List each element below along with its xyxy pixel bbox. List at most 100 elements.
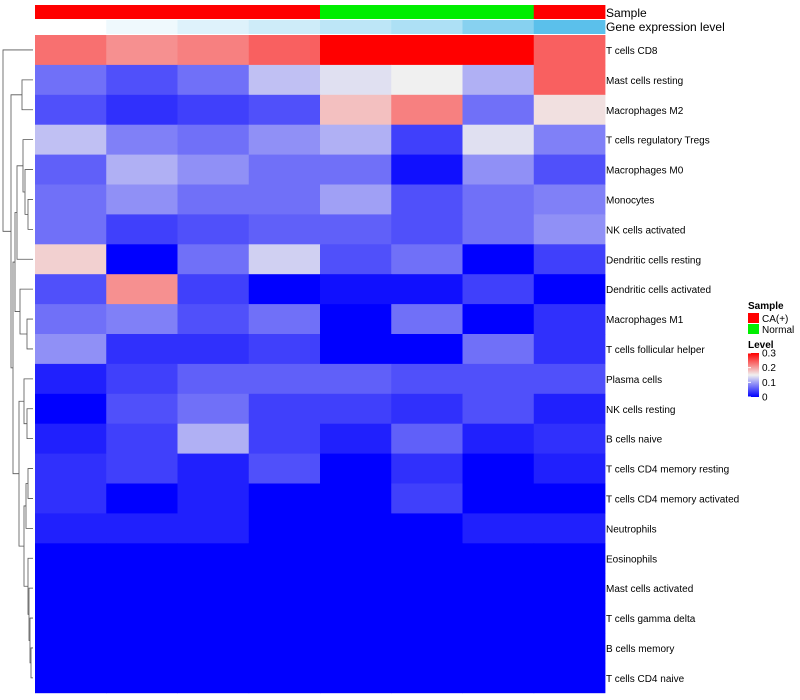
heatmap-cell	[177, 214, 250, 245]
expression-annotation-cell	[462, 20, 535, 34]
legend-level-title: Level	[748, 340, 774, 351]
heatmap-cell	[320, 124, 392, 155]
heatmap-cell	[391, 274, 463, 305]
heatmap-cell	[533, 304, 606, 335]
heatmap-cell	[320, 35, 392, 66]
heatmap-cell	[177, 483, 250, 514]
sample-annotation-cell	[320, 5, 392, 19]
heatmap-cell	[248, 543, 321, 574]
heatmap-cell	[106, 543, 178, 574]
dendrogram-branch	[2, 49, 33, 232]
heatmap-cell	[177, 154, 250, 185]
row-label: T cells CD4 naive	[606, 674, 685, 685]
row-label: B cells memory	[606, 644, 674, 655]
heatmap-cell	[533, 573, 606, 604]
heatmap-cell	[177, 64, 250, 96]
heatmap-cell	[320, 304, 392, 335]
heatmap-cell	[533, 633, 606, 664]
dendrogram-branch	[22, 139, 33, 193]
row-label: T cells CD8	[606, 46, 658, 57]
expression-annotation-cell	[248, 20, 321, 34]
heatmap-cell	[248, 35, 321, 66]
expression-annotation-cell	[533, 20, 606, 34]
row-dendrogram	[2, 49, 33, 679]
expression-annotation-cell	[320, 20, 392, 34]
expression-track-label: Gene expression level	[606, 20, 725, 34]
heatmap-cell	[462, 423, 535, 454]
heatmap-cell	[462, 633, 535, 664]
heatmap-cell	[533, 393, 606, 425]
heatmap-cell	[533, 35, 606, 66]
heatmap-cell	[248, 573, 321, 604]
heatmap-cell	[533, 543, 606, 574]
heatmap-cell	[391, 64, 463, 96]
expression-annotation-cell	[391, 20, 463, 34]
heatmap-cell	[320, 363, 392, 395]
heatmap-cell	[177, 274, 250, 305]
legend-sample-label-normal: Normal	[762, 325, 794, 336]
heatmap-cell	[177, 573, 250, 604]
heatmap-cell	[533, 214, 606, 245]
heatmap-cell	[391, 304, 463, 335]
heatmap-cell	[35, 543, 107, 574]
heatmap-cell	[391, 214, 463, 245]
heatmap-cell	[35, 573, 107, 604]
heatmap-cell	[106, 304, 178, 335]
heatmap-cell	[462, 244, 535, 275]
heatmap-cell	[533, 662, 606, 694]
heatmap-cell	[533, 124, 606, 155]
heatmap-cell	[177, 334, 250, 365]
heatmap-cell	[320, 662, 392, 694]
heatmap-cell	[106, 184, 178, 215]
heatmap-cell	[106, 244, 178, 275]
heatmap-cell	[248, 244, 321, 275]
heatmap-cell	[177, 662, 250, 694]
dendrogram-branch	[19, 288, 33, 335]
heatmap-cell	[106, 35, 178, 66]
heatmap-cell	[320, 154, 392, 185]
heatmap-cell	[106, 124, 178, 155]
heatmap-cell	[391, 184, 463, 215]
heatmap-cell	[106, 662, 178, 694]
heatmap-cell	[35, 423, 107, 454]
heatmap-cell	[106, 633, 178, 664]
heatmap-cell	[320, 214, 392, 245]
dendrogram-branch	[29, 617, 33, 664]
heatmap-cell	[320, 94, 392, 126]
heatmap-cell	[35, 124, 107, 155]
legend-sample-title: Sample	[748, 301, 784, 312]
heatmap-cell	[35, 363, 107, 395]
row-label: B cells naive	[606, 435, 663, 446]
heatmap-cell	[462, 154, 535, 185]
heatmap-cell	[462, 304, 535, 335]
row-label: Macrophages M0	[606, 166, 684, 177]
heatmap-cell	[248, 304, 321, 335]
sample-annotation-cell	[248, 5, 321, 19]
heatmap-cell	[35, 244, 107, 275]
heatmap-cell	[533, 483, 606, 514]
heatmap-cell	[320, 184, 392, 215]
dendrogram-branch	[27, 199, 33, 230]
heatmap-cells	[35, 35, 606, 694]
heatmap-cell	[177, 633, 250, 664]
heatmap-cell	[106, 483, 178, 514]
heatmap-cell	[106, 64, 178, 96]
heatmap-cell	[391, 363, 463, 395]
heatmap-cell	[35, 513, 107, 544]
row-label: T cells follicular helper	[606, 345, 705, 356]
heatmap-cell	[35, 633, 107, 664]
legend-sample-label-ca: CA(+)	[762, 314, 788, 325]
row-label: Neutrophils	[606, 524, 657, 535]
row-label: Mast cells resting	[606, 76, 683, 87]
heatmap-cell	[177, 513, 250, 544]
heatmap-cell	[533, 453, 606, 484]
heatmap-cell	[391, 423, 463, 454]
heatmap-cell	[248, 363, 321, 395]
heatmap-cell	[533, 154, 606, 185]
heatmap-cell	[35, 35, 107, 66]
heatmap-cell	[35, 453, 107, 484]
heatmap-cell	[320, 274, 392, 305]
heatmap-cell	[391, 94, 463, 126]
legend-level-tick-label: 0.2	[762, 363, 776, 374]
heatmap-cell	[177, 423, 250, 454]
